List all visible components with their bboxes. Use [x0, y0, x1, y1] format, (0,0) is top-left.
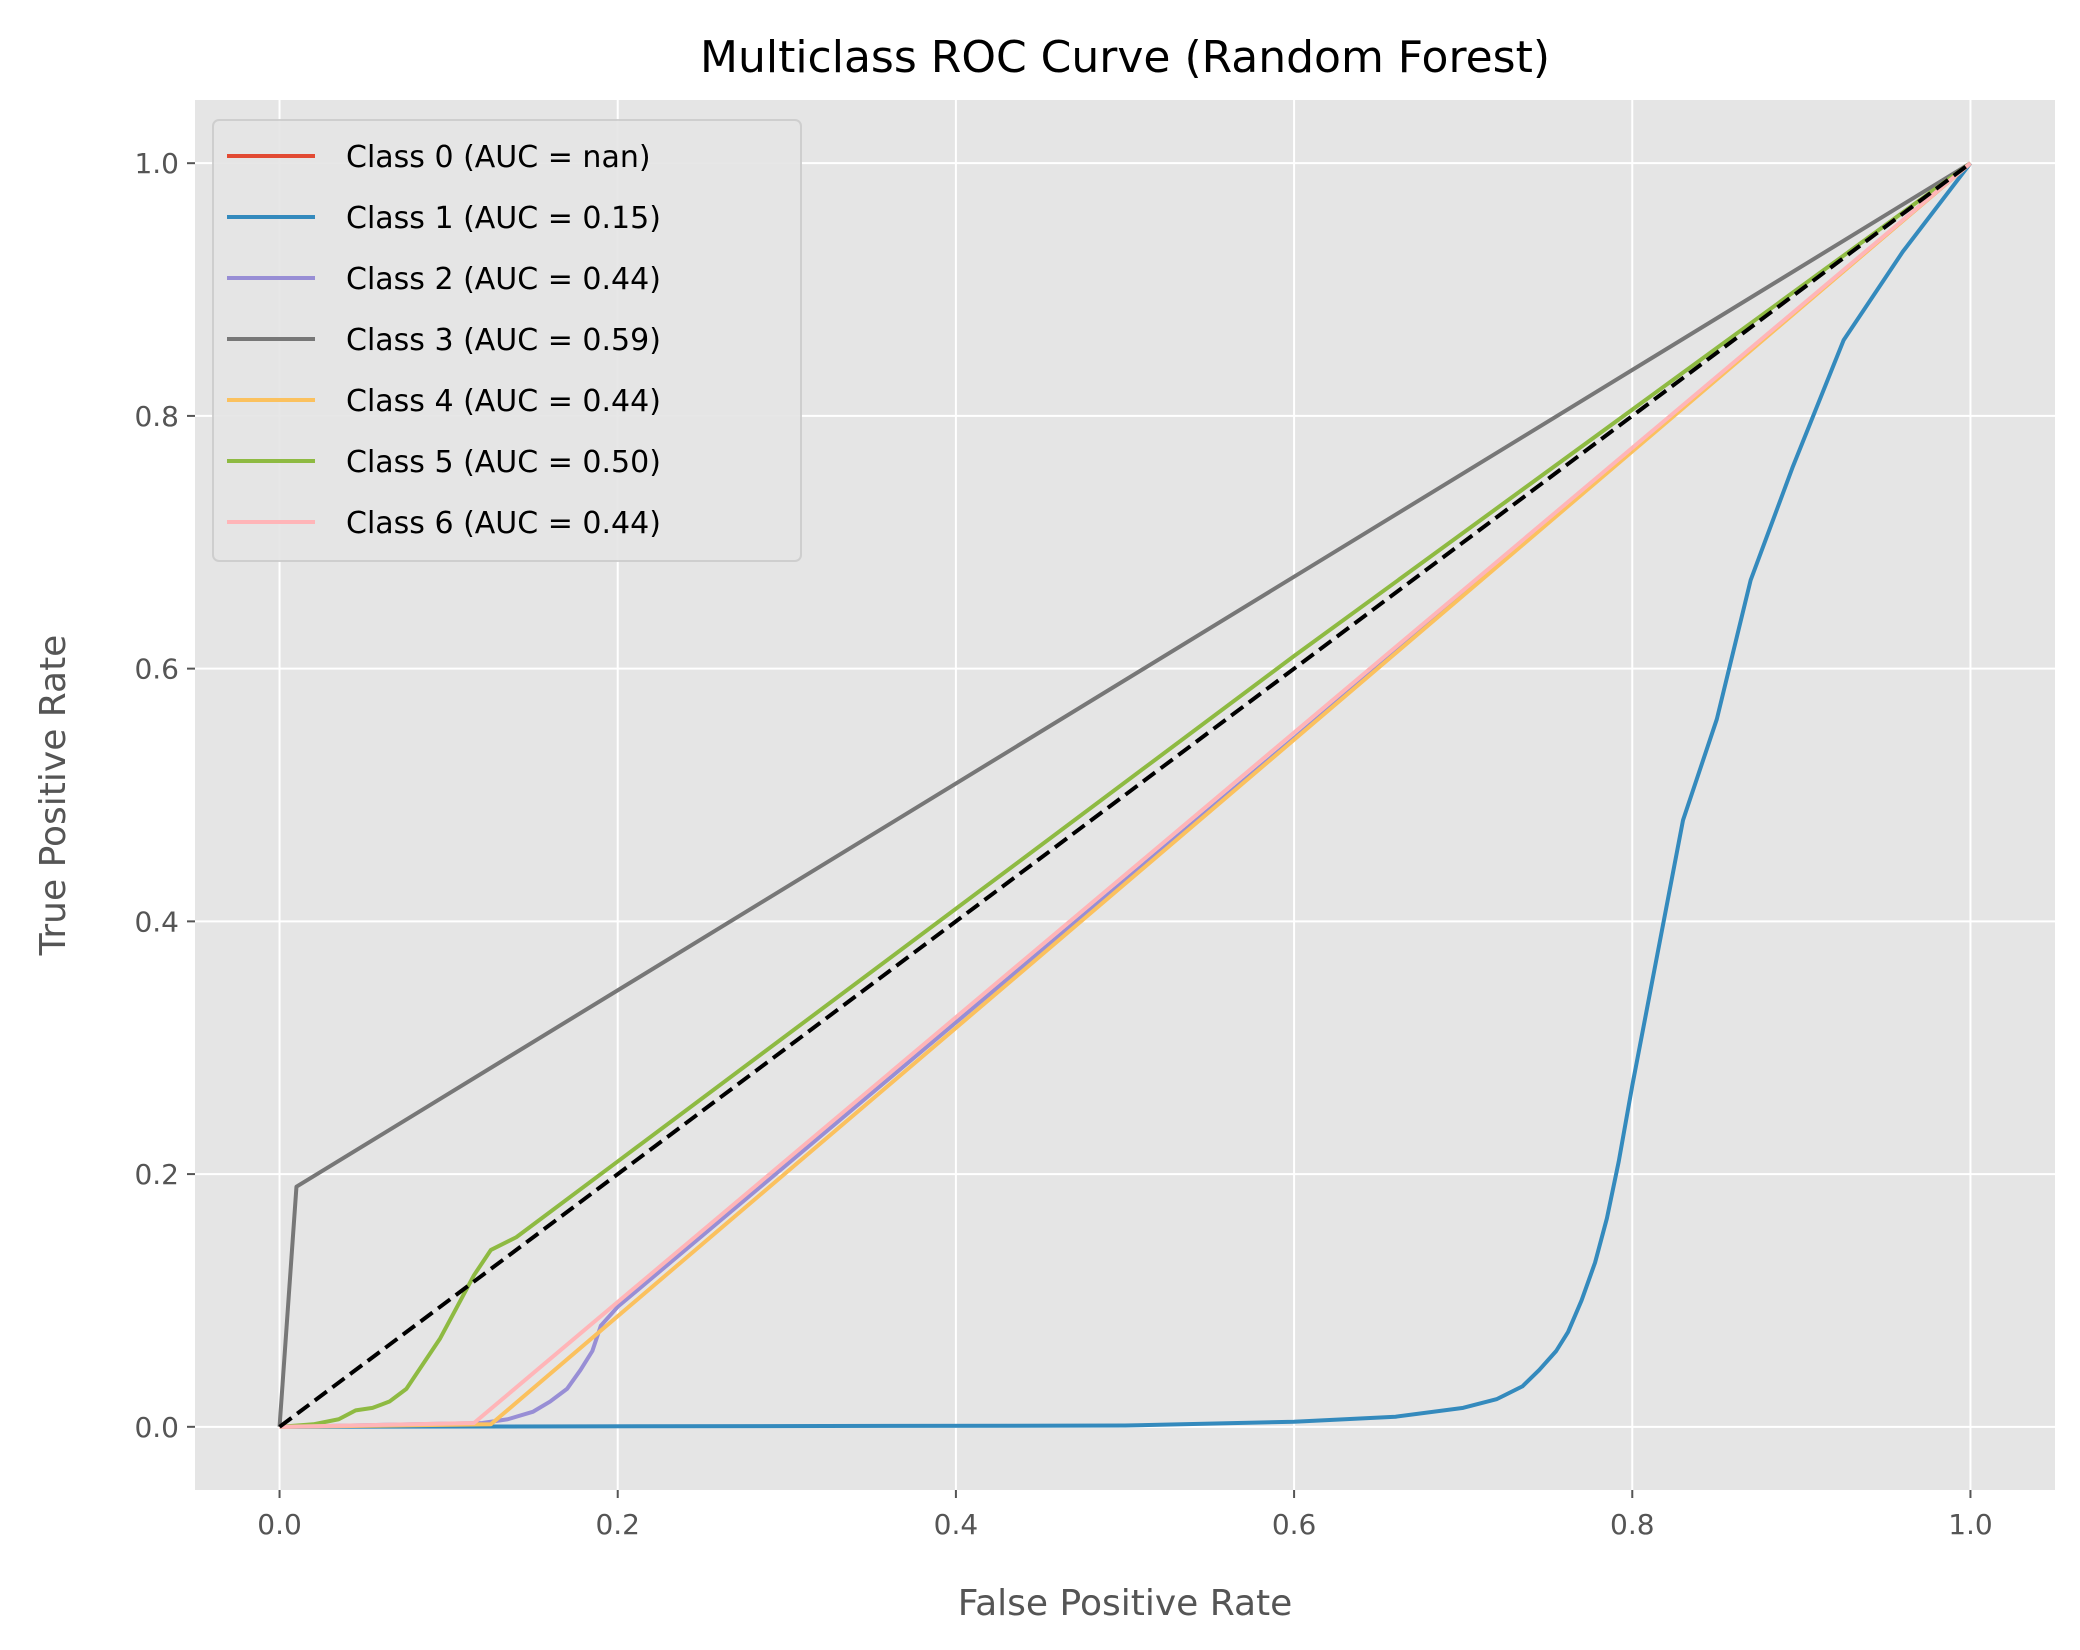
- legend-label: Class 1 (AUC = 0.15): [346, 201, 661, 236]
- series-layer: [277, 161, 1973, 1429]
- x-axis-label: False Positive Rate: [958, 1583, 1293, 1624]
- y-tick-label: 0.8: [134, 400, 179, 433]
- y-tick-label: 1.0: [134, 147, 179, 180]
- series-line-class-1: [279, 161, 1973, 1429]
- y-axis-label: True Positive Rate: [33, 635, 74, 957]
- x-tick-label: 1.0: [1948, 1508, 1993, 1541]
- chart-title: Multiclass ROC Curve (Random Forest): [700, 32, 1550, 83]
- y-tick-label: 0.6: [134, 653, 179, 686]
- x-tick-label: 0.8: [1610, 1508, 1655, 1541]
- legend-label: Class 5 (AUC = 0.50): [346, 445, 661, 480]
- y-tick-label: 0.4: [134, 905, 179, 938]
- legend: Class 0 (AUC = nan) Class 1 (AUC = 0.15) C…: [212, 119, 802, 562]
- x-tick-label: 0.2: [595, 1508, 640, 1541]
- series-line-class-2: [279, 161, 1972, 1429]
- legend-label: Class 0 (AUC = nan): [346, 140, 651, 175]
- legend-label: Class 4 (AUC = 0.44): [346, 384, 661, 419]
- x-tick-label: 0.0: [257, 1508, 302, 1541]
- series-line-class-5: [279, 161, 1972, 1429]
- x-tick-label: 0.6: [1272, 1508, 1317, 1541]
- x-tick-label: 0.4: [934, 1508, 979, 1541]
- legend-box: [212, 119, 802, 562]
- y-tick-label: 0.2: [134, 1158, 179, 1191]
- series-line-class-3: [277, 161, 1972, 1427]
- legend-label: Class 6 (AUC = 0.44): [346, 506, 661, 541]
- legend-label: Class 2 (AUC = 0.44): [346, 262, 661, 297]
- legend-label: Class 3 (AUC = 0.59): [346, 323, 661, 358]
- tick-labels: 0.0 0.2 0.4 0.6 0.8 1.0 0.0 0.2 0.4 0.6 0.8 1.0: [134, 147, 1992, 1541]
- y-tick-label: 0.0: [134, 1411, 179, 1444]
- series-line-class-6: [279, 161, 1972, 1429]
- grid: [195, 100, 2055, 1490]
